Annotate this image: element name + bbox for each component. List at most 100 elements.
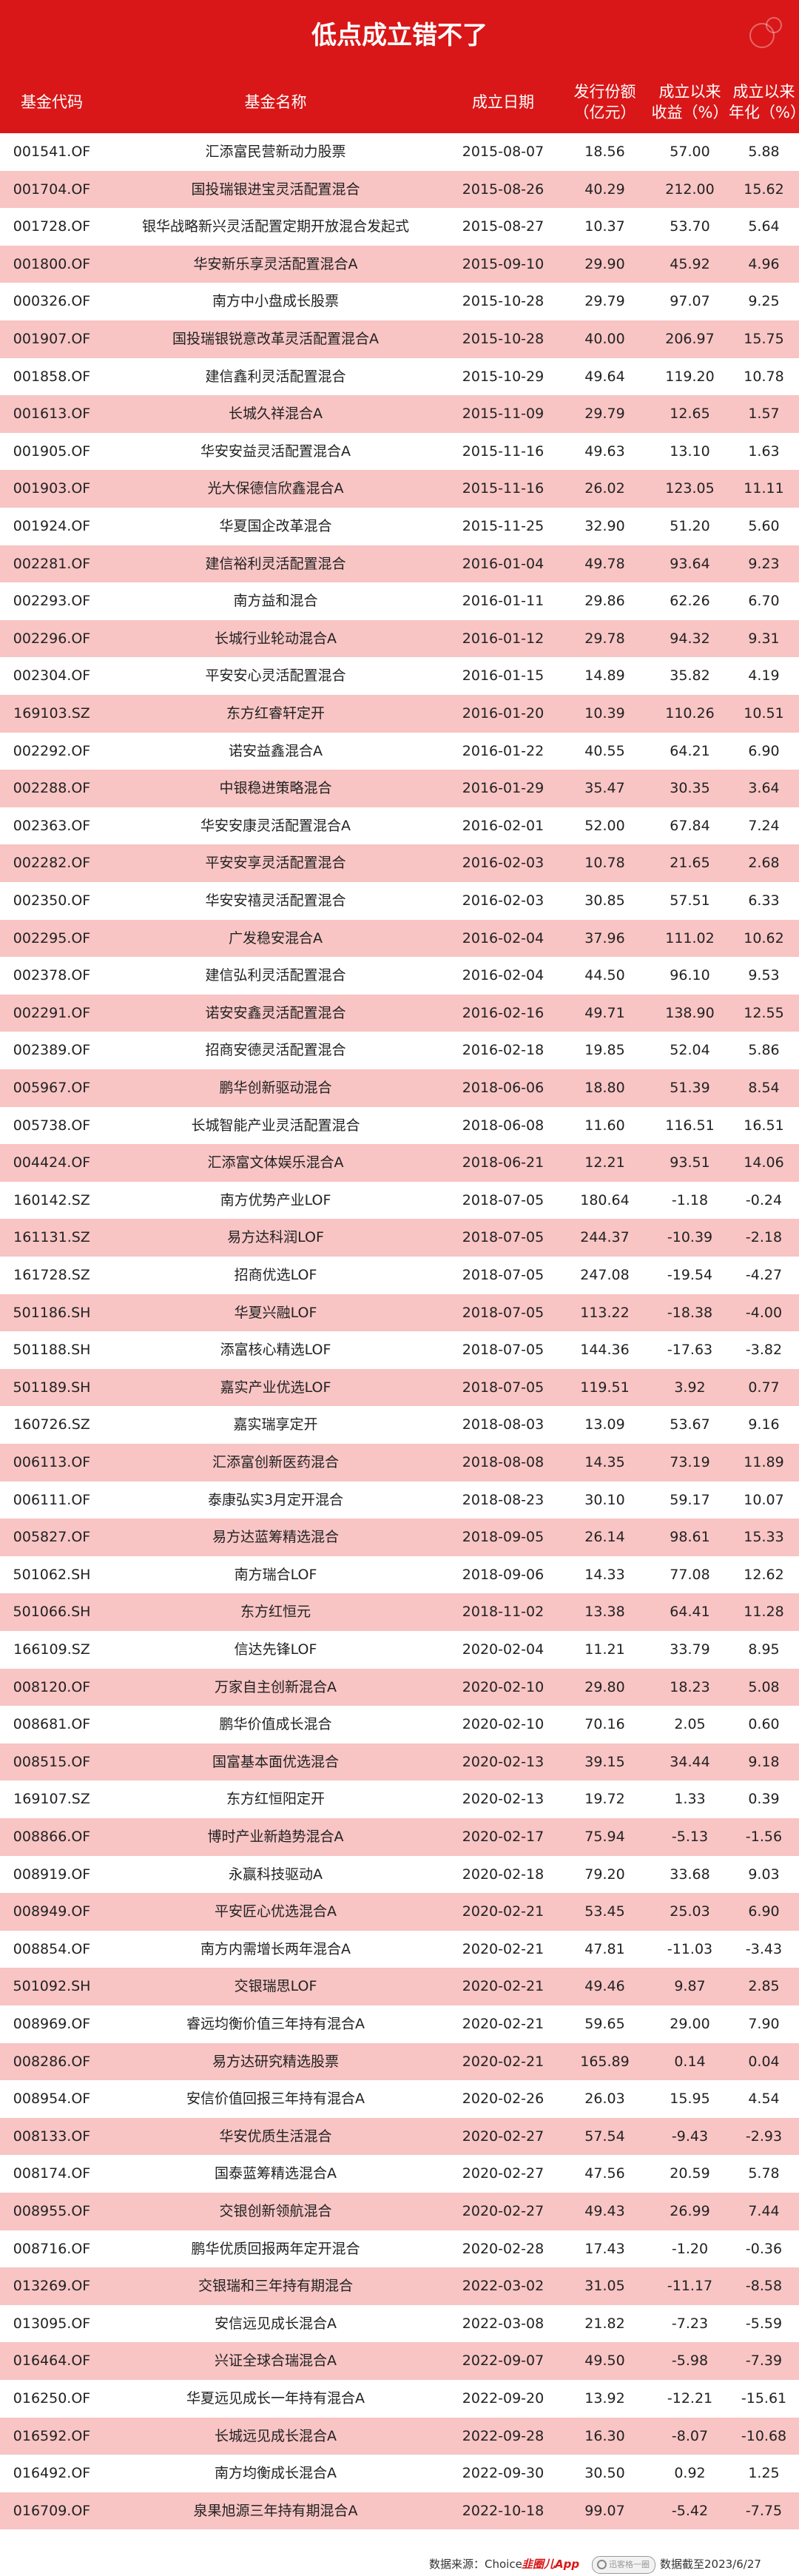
cell-issue-size: 144.36 xyxy=(580,1342,630,1359)
cell-total-return: 18.23 xyxy=(670,1678,710,1695)
cell-issue-size: 13.38 xyxy=(584,1604,625,1621)
cell-issue-size: 53.45 xyxy=(584,1903,625,1920)
cell-total-return: -19.54 xyxy=(667,1267,713,1283)
cell-annualized-return: -1.56 xyxy=(745,1829,783,1845)
cell-fund-code: 008955.OF xyxy=(13,2203,91,2219)
cell-fund-code: 001704.OF xyxy=(13,181,91,198)
cell-annualized-return: 6.70 xyxy=(748,593,780,610)
cell-annualized-return: 5.88 xyxy=(748,144,780,160)
cell-fund-code: 008133.OF xyxy=(13,2128,91,2145)
cell-inception-date: 2018-08-08 xyxy=(462,1454,545,1470)
cell-total-return: -8.07 xyxy=(671,2427,709,2444)
cell-inception-date: 2020-02-18 xyxy=(462,1866,545,1883)
table-row: 501189.SH 嘉实产业优选LOF 2018-07-05 119.51 3.92 0.… xyxy=(0,1368,799,1407)
table-row: 006111.OF 泰康弘实3月定开混合 2018-08-23 30.10 59.17 1… xyxy=(0,1481,799,1519)
cell-annualized-return: 16.51 xyxy=(744,1117,784,1134)
cell-annualized-return: 4.54 xyxy=(748,2091,780,2108)
cell-fund-name: 永赢科技驱动A xyxy=(229,1866,323,1883)
cell-fund-name: 南方内需增长两年混合A xyxy=(200,1940,351,1957)
col-inception-date: 成立日期 xyxy=(472,93,534,111)
cell-fund-code: 001903.OF xyxy=(13,480,91,497)
table-row: 016464.OF 兴证全球合瑞混合A 2022-09-07 49.50 -5.98 -7… xyxy=(0,2342,799,2380)
table-row: 002304.OF 平安安心灵活配置混合 2016-01-15 14.89 35.82 4… xyxy=(0,657,799,695)
cell-fund-name: 招商优选LOF xyxy=(234,1267,317,1283)
cell-fund-name: 东方红恒阳定开 xyxy=(226,1791,325,1808)
cell-issue-size: 29.79 xyxy=(584,406,625,423)
cell-fund-name: 万家自主创新混合A xyxy=(215,1678,337,1695)
cell-annualized-return: -4.27 xyxy=(745,1267,783,1283)
cell-annualized-return: 5.60 xyxy=(748,518,780,534)
cell-annualized-return: -3.43 xyxy=(745,1940,783,1957)
table-row: 008515.OF 国富基本面优选混合 2020-02-13 39.15 34.44 9.… xyxy=(0,1743,799,1781)
cell-issue-size: 57.54 xyxy=(584,2128,625,2145)
cell-fund-code: 002288.OF xyxy=(13,780,91,797)
cell-fund-name: 平安安心灵活配置混合 xyxy=(205,667,346,685)
cell-fund-code: 001613.OF xyxy=(13,406,91,423)
cell-fund-code: 005967.OF xyxy=(13,1080,91,1096)
cell-inception-date: 2018-08-03 xyxy=(462,1416,545,1433)
cell-total-return: 77.08 xyxy=(670,1566,710,1583)
table-row: 501188.SH 添富核心精选LOF 2018-07-05 144.36 -17.63… xyxy=(0,1331,799,1369)
table-row: 169103.SZ 东方红睿轩定开 2016-01-20 10.39 110.26 10.… xyxy=(0,695,799,733)
cell-fund-code: 008969.OF xyxy=(13,2016,91,2032)
cell-fund-name: 银华战略新兴灵活配置定期开放混合发起式 xyxy=(141,218,409,235)
cell-annualized-return: 3.64 xyxy=(748,780,780,797)
cell-inception-date: 2018-09-06 xyxy=(462,1566,545,1583)
search-box-text: 迅客格一圈 xyxy=(609,2560,650,2569)
cell-issue-size: 49.50 xyxy=(584,2353,625,2370)
cell-issue-size: 40.29 xyxy=(584,181,625,198)
cell-annualized-return: 0.77 xyxy=(748,1379,780,1396)
cell-annualized-return: 5.08 xyxy=(748,1678,780,1695)
cell-inception-date: 2016-01-22 xyxy=(462,742,545,759)
cell-annualized-return: 6.90 xyxy=(748,1903,780,1920)
table-row: 008954.OF 安信价值回报三年持有混合A 2020-02-26 26.03 15.… xyxy=(0,2080,799,2118)
cell-annualized-return: 8.54 xyxy=(748,1080,780,1096)
cell-issue-size: 79.20 xyxy=(584,1866,625,1883)
cell-issue-size: 17.43 xyxy=(584,2240,625,2257)
cell-fund-code: 002295.OF xyxy=(13,929,91,946)
table-row: 001858.OF 建信鑫利灵活配置混合 2015-10-29 49.64 119.20… xyxy=(0,357,799,396)
cell-inception-date: 2015-10-28 xyxy=(462,331,545,347)
cell-total-return: 62.26 xyxy=(670,593,710,610)
cell-issue-size: 32.90 xyxy=(584,518,625,534)
cell-issue-size: 113.22 xyxy=(580,1304,630,1321)
cell-issue-size: 26.03 xyxy=(584,2091,625,2108)
cell-annualized-return: 2.85 xyxy=(748,1978,780,1995)
data-source: 数据来源：Choice xyxy=(429,2557,522,2571)
cell-issue-size: 52.00 xyxy=(584,817,625,834)
cell-annualized-return: 1.57 xyxy=(748,406,780,423)
cell-annualized-return: 9.03 xyxy=(748,1866,780,1883)
cell-total-return: 212.00 xyxy=(665,181,715,198)
table-row: 166109.SZ 信达先锋LOF 2020-02-04 11.21 33.79 8.95 xyxy=(0,1631,799,1669)
cell-issue-size: 14.33 xyxy=(584,1566,625,1583)
cell-fund-name: 汇添富民营新动力股票 xyxy=(205,144,346,160)
cell-fund-name: 安信价值回报三年持有混合A xyxy=(186,2091,365,2108)
cell-inception-date: 2018-08-23 xyxy=(462,1491,545,1508)
cell-annualized-return: -4.00 xyxy=(745,1304,783,1321)
cell-annualized-return: 10.78 xyxy=(744,368,784,385)
cell-fund-code: 001728.OF xyxy=(13,218,91,235)
cell-issue-size: 47.56 xyxy=(584,2165,625,2182)
cell-annualized-return: -10.68 xyxy=(741,2427,787,2444)
cell-fund-code: 002378.OF xyxy=(13,967,91,984)
cell-inception-date: 2015-10-29 xyxy=(462,368,545,385)
cell-inception-date: 2016-02-04 xyxy=(462,929,545,946)
cell-issue-size: 10.37 xyxy=(584,218,625,235)
cell-issue-size: 30.10 xyxy=(584,1491,625,1508)
cell-fund-code: 501186.SH xyxy=(13,1304,91,1321)
cell-inception-date: 2022-09-30 xyxy=(462,2465,545,2482)
cell-fund-code: 002282.OF xyxy=(13,855,91,872)
cell-issue-size: 30.50 xyxy=(584,2465,625,2482)
table-row: 016250.OF 华夏远见成长一年持有混合A 2022-09-20 13.92 -12… xyxy=(0,2380,799,2418)
cell-issue-size: 13.09 xyxy=(584,1416,625,1433)
cell-total-return: -1.18 xyxy=(671,1191,709,1208)
cell-fund-name: 泰康弘实3月定开混合 xyxy=(207,1491,344,1508)
cell-fund-code: 008919.OF xyxy=(13,1866,91,1883)
table-row: 001907.OF 国投瑞银锐意改革灵活配置混合A 2015-10-28 40.00 2… xyxy=(0,320,799,358)
cell-fund-name: 建信裕利灵活配置混合 xyxy=(205,555,346,572)
table-row: 008174.OF 国泰蓝筹精选混合A 2020-02-27 47.56 20.59 5.… xyxy=(0,2155,799,2193)
cell-total-return: 29.00 xyxy=(670,2016,710,2032)
cell-fund-code: 002304.OF xyxy=(13,667,91,685)
data-cutoff-date: 数据截至2023/6/27 xyxy=(660,2557,761,2571)
cell-issue-size: 14.89 xyxy=(584,667,625,685)
